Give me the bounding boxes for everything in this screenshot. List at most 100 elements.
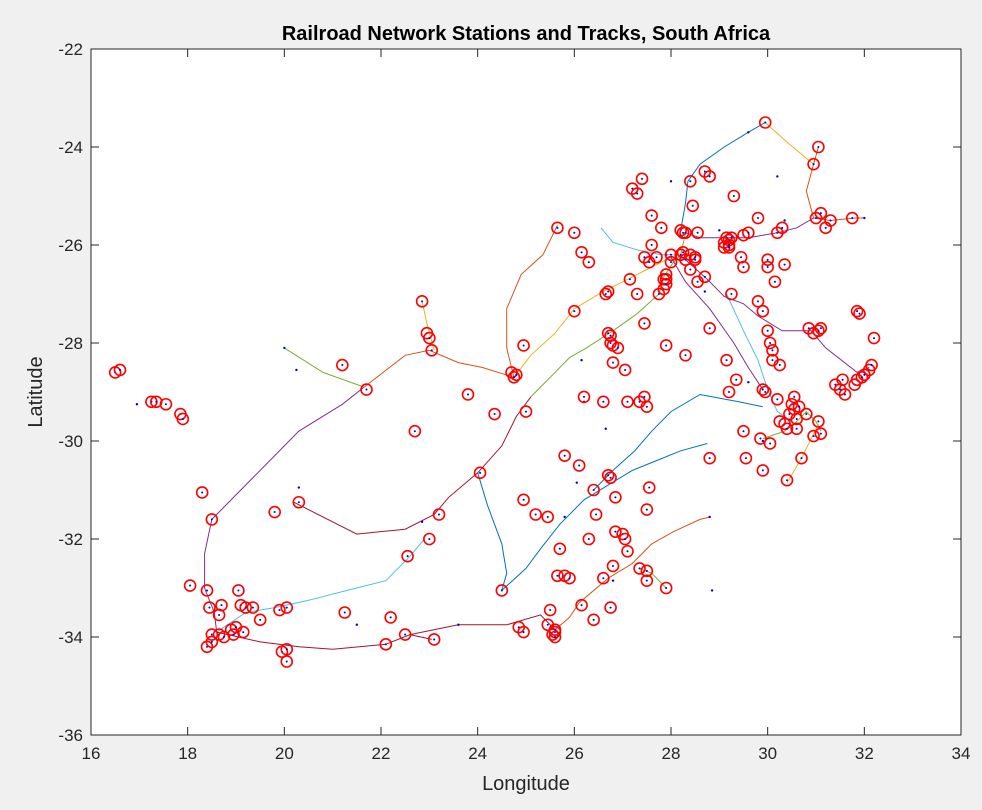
station-marker <box>867 331 881 345</box>
station-marker <box>601 468 615 482</box>
station-dot <box>522 344 525 347</box>
station-dot <box>573 231 576 234</box>
station-dot <box>691 204 694 207</box>
station-marker <box>688 253 702 267</box>
station-marker <box>771 393 784 406</box>
track-node <box>295 368 298 372</box>
station-dot <box>728 244 730 246</box>
station-marker <box>778 258 791 271</box>
station-marker <box>568 226 581 240</box>
station-marker <box>725 287 738 301</box>
station-dot <box>624 538 627 540</box>
station-marker <box>415 295 429 308</box>
station-marker <box>273 603 286 617</box>
station-marker <box>623 272 637 286</box>
station-marker <box>664 255 678 269</box>
station-dot <box>609 334 612 337</box>
station-marker <box>722 385 736 399</box>
station-dot <box>556 226 559 229</box>
station-dot <box>655 256 658 259</box>
x-axis-label: Longitude <box>482 773 570 795</box>
station-dot <box>684 354 687 357</box>
station-marker <box>659 581 673 595</box>
station-marker <box>517 493 530 507</box>
track-line-19 <box>726 293 793 422</box>
station-dot <box>769 342 772 344</box>
station-marker <box>563 571 576 585</box>
station-dot <box>626 550 629 553</box>
track-node <box>761 439 765 443</box>
station-dot <box>757 300 759 303</box>
track-line-9 <box>421 301 435 351</box>
station-dot <box>235 626 237 629</box>
track-line-23 <box>786 423 819 483</box>
station-marker <box>737 424 750 438</box>
station-dot <box>819 327 822 330</box>
station-marker <box>761 324 774 338</box>
track-node <box>580 358 583 362</box>
station-dot <box>341 364 344 367</box>
station-marker <box>543 603 557 617</box>
station-marker <box>488 407 501 421</box>
station-dot <box>616 346 619 349</box>
station-dot <box>730 236 733 239</box>
station-dot <box>602 577 605 580</box>
station-dot <box>742 430 745 433</box>
station-marker <box>604 601 617 614</box>
station-marker <box>609 525 622 538</box>
station-marker <box>360 383 373 396</box>
station-dot <box>607 332 610 335</box>
station-marker <box>551 221 564 235</box>
station-dot <box>413 430 416 433</box>
station-dot <box>645 579 648 582</box>
station-dot <box>614 496 617 499</box>
station-marker <box>575 246 588 259</box>
station-marker <box>176 412 190 426</box>
track-line-14 <box>501 443 708 591</box>
station-dot <box>626 400 629 403</box>
station-marker <box>604 471 617 485</box>
station-marker <box>679 348 692 362</box>
station-marker <box>865 358 878 372</box>
station-dot <box>607 290 610 293</box>
track-node <box>355 623 359 626</box>
x-tick-label: 32 <box>855 744 874 763</box>
station-dot <box>747 231 750 234</box>
station-dot <box>778 364 781 367</box>
track-line-21 <box>593 393 763 491</box>
y-tick-label: -36 <box>58 726 83 745</box>
station-dot <box>592 618 595 621</box>
station-dot <box>781 226 784 229</box>
station-dot <box>793 395 796 398</box>
station-dot <box>769 442 772 445</box>
station-dot <box>607 474 610 477</box>
station-dot <box>805 413 808 416</box>
station-dot <box>703 275 706 278</box>
station-marker <box>742 226 755 240</box>
y-tick-label: -32 <box>58 530 83 549</box>
station-dot <box>645 569 648 572</box>
station-dot <box>614 530 617 533</box>
station-dot <box>428 337 431 340</box>
station-marker <box>292 495 306 509</box>
station-dot <box>232 633 235 636</box>
station-marker <box>384 611 397 624</box>
station-dot <box>587 261 590 264</box>
station-dot <box>732 195 735 197</box>
station-marker <box>790 412 803 426</box>
station-dot <box>222 636 225 638</box>
station-marker <box>800 407 813 421</box>
station-marker <box>401 549 414 563</box>
station-marker <box>432 508 446 521</box>
station-dot <box>428 538 431 540</box>
plot-area <box>90 48 962 736</box>
station-dot <box>609 342 612 344</box>
track-line-24 <box>670 257 764 390</box>
station-dot <box>404 633 407 636</box>
x-tick-label: 22 <box>372 744 391 763</box>
station-marker <box>763 437 777 450</box>
track-node <box>710 589 714 592</box>
station-dot <box>682 231 685 234</box>
station-dot <box>786 479 788 482</box>
station-dot <box>546 515 549 518</box>
